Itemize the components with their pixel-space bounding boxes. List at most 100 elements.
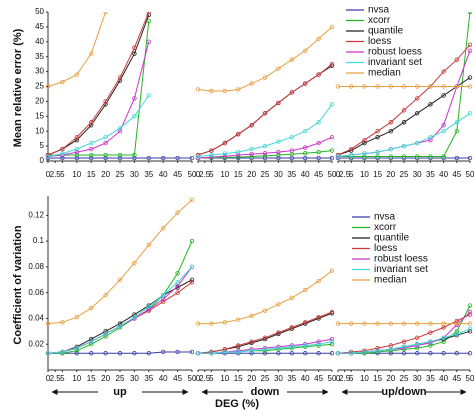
point-marker [329, 134, 335, 140]
x-tick-label: 25 [400, 170, 409, 179]
group-label: down [251, 386, 280, 398]
point-marker [428, 134, 433, 140]
series-line [47, 12, 107, 87]
point-marker [88, 339, 94, 344]
x-tick-label: 5 [60, 170, 65, 179]
series-line [197, 63, 333, 156]
group-label: up [113, 386, 127, 398]
y-axis-label: Mean relative error (%) [12, 28, 24, 147]
point-marker [222, 140, 227, 146]
point-marker [316, 120, 321, 125]
point-marker [316, 316, 321, 321]
x-tick-label: 25 [116, 170, 125, 179]
point-marker [401, 321, 407, 326]
point-marker [276, 100, 281, 106]
x-tick-label: 50 [188, 170, 197, 179]
series-line [47, 199, 193, 325]
point-marker [74, 345, 79, 351]
legend-label: quantile [374, 233, 409, 244]
point-marker [276, 66, 281, 71]
x-tick-label: 10 [220, 374, 229, 383]
point-marker [289, 351, 294, 356]
point-marker [45, 84, 51, 89]
x-tick-label: 0 [336, 374, 341, 383]
point-marker [441, 128, 446, 134]
legend-label: median [368, 68, 401, 79]
series-line [198, 270, 333, 325]
y-tick-label: 40 [35, 37, 44, 46]
point-marker [316, 278, 321, 284]
point-marker [428, 137, 433, 143]
point-marker [88, 120, 94, 125]
point-marker [316, 342, 321, 347]
series-line [197, 150, 333, 159]
group-label-bg [98, 386, 142, 398]
x-tick-label: 45 [173, 374, 182, 383]
point-marker [262, 143, 268, 149]
series-line [47, 279, 193, 354]
series-line [337, 77, 471, 156]
point-marker [303, 128, 308, 134]
point-marker [428, 339, 433, 344]
point-marker [103, 134, 108, 140]
point-marker [454, 128, 459, 134]
x-tick-label: 45 [452, 374, 461, 383]
point-marker [189, 264, 195, 270]
point-marker [303, 320, 308, 325]
x-tick-label: 10 [72, 170, 81, 179]
point-marker [60, 155, 65, 161]
point-marker [195, 154, 201, 159]
series-line [198, 341, 333, 354]
point-marker [329, 61, 335, 67]
point-marker [209, 349, 214, 355]
point-marker [335, 154, 341, 159]
point-marker [235, 152, 241, 158]
point-marker [146, 39, 151, 44]
panel [195, 268, 335, 356]
point-marker [428, 321, 433, 326]
point-marker [88, 152, 94, 158]
x-tick-label: 35 [144, 170, 153, 179]
point-marker [289, 325, 294, 330]
point-marker [428, 84, 433, 89]
point-marker [209, 88, 214, 94]
legend-label: quantile [368, 26, 403, 37]
point-marker [74, 155, 79, 161]
group-label-bg [243, 386, 287, 398]
x-tick-label: 2.5 [199, 374, 211, 383]
point-marker [160, 349, 166, 355]
point-marker [60, 151, 65, 156]
point-marker [74, 146, 79, 152]
point-marker [117, 323, 123, 329]
point-marker [303, 343, 308, 348]
x-tick-label: 15 [87, 374, 96, 383]
point-marker [132, 260, 137, 266]
point-marker [303, 145, 308, 150]
point-marker [146, 242, 151, 248]
point-marker [195, 152, 201, 158]
y-tick-label: 0.02 [28, 339, 44, 348]
point-marker [117, 128, 123, 134]
point-marker [303, 48, 308, 53]
point-marker [117, 277, 123, 282]
series-line [337, 44, 471, 156]
point-marker [189, 238, 195, 244]
panel [195, 24, 335, 161]
x-tick-label: 40 [301, 374, 310, 383]
point-marker [276, 347, 281, 352]
point-marker [329, 336, 335, 342]
point-marker [316, 314, 321, 320]
y-tick-label: 5 [40, 141, 45, 150]
point-marker [349, 152, 354, 158]
legend-label: median [374, 275, 407, 286]
legend-label: loess [368, 36, 391, 47]
point-marker [74, 314, 79, 320]
x-tick-label: 10 [72, 374, 81, 383]
point-marker [103, 351, 108, 356]
point-marker [467, 42, 473, 47]
point-marker [88, 140, 94, 146]
point-marker [132, 155, 137, 161]
legend-label: robust loess [374, 254, 428, 265]
x-tick-label: 5 [209, 170, 214, 179]
